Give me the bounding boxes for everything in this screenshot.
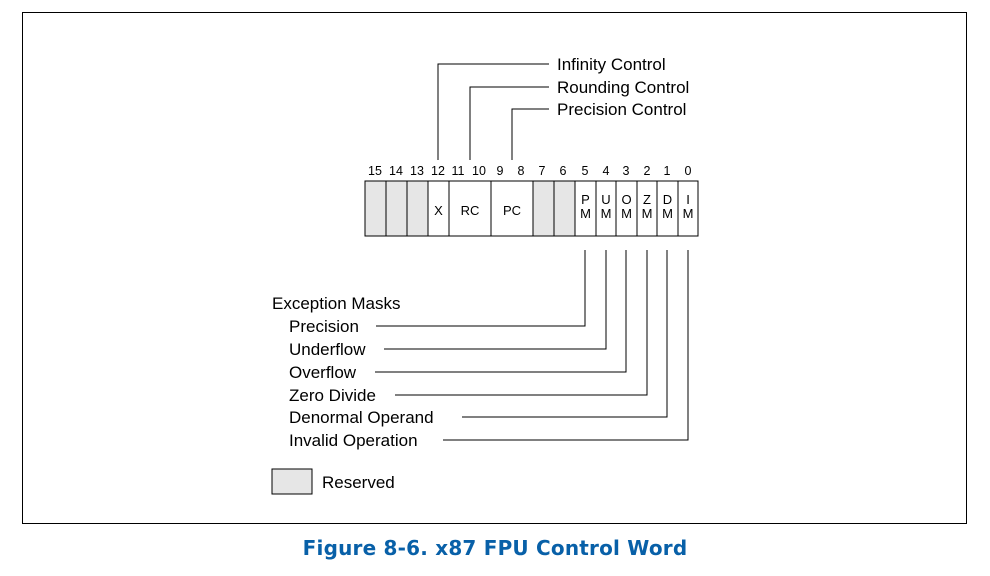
exception-mask-label: Zero Divide	[289, 386, 376, 405]
exception-leader-line	[395, 250, 648, 396]
bit-number-2: 2	[644, 164, 651, 178]
field-im	[677, 180, 699, 237]
bit-number-0: 0	[685, 164, 692, 178]
control-label: Rounding Control	[557, 78, 689, 97]
bit-numbers: 15 14 13 12 11 10 9 8 7 6 5 4 3 2 1 0	[368, 164, 691, 178]
field-im-label: I	[686, 192, 690, 207]
exception-leader-line	[462, 250, 668, 418]
exception-leader-line	[384, 250, 607, 350]
bit-number-5: 5	[582, 164, 589, 178]
exception-mask-label: Denormal Operand	[289, 408, 434, 427]
exception-leader-line	[443, 250, 689, 441]
bit-number-4: 4	[603, 164, 610, 178]
reserved-legend-label: Reserved	[322, 473, 395, 492]
figure-caption: Figure 8-6. x87 FPU Control Word	[302, 536, 688, 560]
field-reserved-6	[553, 180, 576, 237]
leader-lines	[375, 63, 689, 441]
exception-mask-label: Invalid Operation	[289, 431, 418, 450]
exception-leader-line	[376, 250, 586, 327]
field-um-label: M	[601, 206, 612, 221]
field-labels: Infinity Control Rounding Control Precisio…	[289, 55, 689, 450]
field-reserved-7	[532, 180, 555, 237]
exception-mask-label: Overflow	[289, 363, 357, 382]
field-om-label: M	[621, 206, 632, 221]
field-dm-label: M	[662, 206, 673, 221]
field-rc	[448, 180, 492, 237]
bit-number-8: 8	[518, 164, 525, 178]
bit-number-12: 12	[431, 164, 445, 178]
bit-number-3: 3	[623, 164, 630, 178]
field-um-label: U	[601, 192, 610, 207]
field-rc-label: RC	[461, 203, 480, 218]
exception-masks-title: Exception Masks	[272, 294, 401, 313]
control-leader-line	[437, 63, 549, 160]
control-label: Precision Control	[557, 100, 686, 119]
field-reserved-14	[385, 180, 408, 237]
bit-number-6: 6	[560, 164, 567, 178]
exception-leader-line	[375, 250, 627, 373]
exception-mask-label: Precision	[289, 317, 359, 336]
diagram-frame	[22, 12, 967, 524]
bit-number-13: 13	[410, 164, 424, 178]
field-pm-label: P	[581, 192, 590, 207]
field-zm-label: Z	[643, 192, 651, 207]
bit-number-14: 14	[389, 164, 403, 178]
bit-number-15: 15	[368, 164, 382, 178]
field-pc-label: PC	[503, 203, 521, 218]
field-zm-label: M	[642, 206, 653, 221]
field-im-label: M	[683, 206, 694, 221]
bit-number-7: 7	[539, 164, 546, 178]
control-leader-line	[469, 86, 549, 160]
control-label: Infinity Control	[557, 55, 666, 74]
reserved-legend-swatch	[271, 468, 313, 495]
bit-number-9: 9	[497, 164, 504, 178]
field-pc	[490, 180, 534, 237]
field-om-label: O	[621, 192, 631, 207]
field-reserved-13	[406, 180, 429, 237]
bit-number-10: 10	[472, 164, 486, 178]
bit-number-1: 1	[664, 164, 671, 178]
control-leader-line	[511, 108, 549, 160]
field-reserved-15	[364, 180, 387, 237]
bit-number-11: 11	[452, 164, 465, 178]
field-pm-label: M	[580, 206, 591, 221]
exception-mask-label: Underflow	[289, 340, 366, 359]
field-x-label: X	[434, 203, 443, 218]
field-dm-label: D	[663, 192, 672, 207]
